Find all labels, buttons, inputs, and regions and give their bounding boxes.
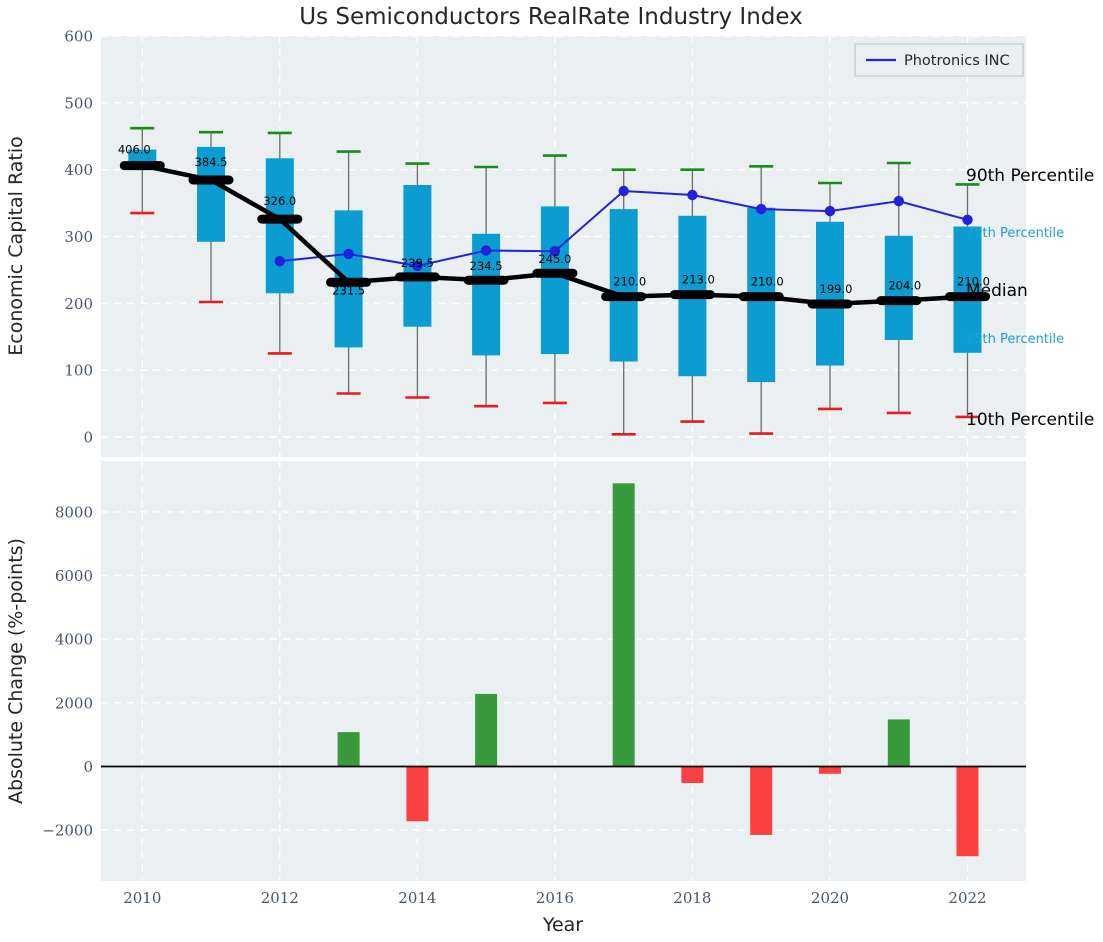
x-tick-label: 2022 — [948, 889, 986, 907]
y-tick-label: 400 — [64, 161, 93, 179]
change-bar — [475, 694, 497, 767]
median-value-label: 199.0 — [820, 282, 853, 296]
median-value-label: 384.5 — [195, 155, 228, 169]
y-tick-label: 100 — [64, 362, 93, 380]
y-tick-label: 2000 — [55, 694, 93, 712]
change-bar — [613, 483, 635, 766]
y-tick-label: 600 — [64, 28, 93, 46]
bottom-panel-background — [101, 461, 1026, 881]
top-panel-y-axis-label: Economic Capital Ratio — [5, 136, 27, 355]
company-data-point — [687, 190, 697, 200]
absolute-change-panel: −2000 0 2000 4000 6000 8000 2010 2012 2014 2016 2… — [5, 461, 1026, 936]
median-annotation-label: Median — [966, 281, 1028, 301]
change-bar — [681, 767, 703, 784]
company-data-point — [962, 215, 972, 225]
x-tick-label: 2012 — [261, 889, 299, 907]
bottom-panel-y-axis-label: Absolute Change (%-points) — [5, 538, 27, 804]
chart-title: Us Semiconductors RealRate Industry Inde… — [299, 4, 803, 30]
y-tick-label: 0 — [83, 429, 93, 447]
median-value-label: 239.5 — [401, 256, 434, 270]
median-value-label: 406.0 — [118, 143, 151, 157]
x-tick-label: 2018 — [673, 889, 711, 907]
company-data-point — [756, 204, 766, 214]
x-tick-label: 2020 — [811, 889, 849, 907]
x-tick-label: 2016 — [536, 889, 574, 907]
p25-annotation-label: 25th Percentile — [966, 332, 1064, 347]
chart-figure: Us Semiconductors RealRate Industry Inde… — [0, 0, 1103, 942]
change-bar — [750, 767, 772, 835]
p75-annotation-label: 75th Percentile — [966, 226, 1064, 241]
median-value-label: 231.5 — [332, 283, 365, 297]
company-data-point — [275, 256, 285, 266]
change-bar — [819, 767, 841, 774]
x-tick-label: 2010 — [123, 889, 161, 907]
company-data-point — [481, 245, 491, 255]
y-tick-label: −2000 — [42, 822, 93, 840]
y-tick-label: 300 — [64, 228, 93, 246]
percentile-box-panel: 406.0 384.5 326.0 231.5 239.5 234.5 245.0 210.0… — [5, 28, 1094, 458]
x-tick-label: 2014 — [398, 889, 436, 907]
change-bar — [888, 719, 910, 766]
p10-annotation-label: 10th Percentile — [966, 410, 1094, 430]
median-value-label: 204.0 — [888, 279, 921, 293]
y-tick-label: 4000 — [55, 631, 93, 649]
x-axis-label: Year — [542, 914, 583, 936]
y-tick-label: 8000 — [55, 503, 93, 521]
median-value-label: 234.5 — [470, 259, 503, 273]
company-data-point — [343, 249, 353, 259]
change-bar — [338, 732, 360, 766]
company-data-point — [825, 206, 835, 216]
company-data-point — [619, 186, 629, 196]
y-tick-label: 0 — [83, 758, 93, 776]
p90-annotation-label: 90th Percentile — [966, 166, 1094, 186]
median-value-label: 210.0 — [751, 275, 784, 289]
chart-legend[interactable]: Photronics INC — [855, 44, 1023, 76]
change-bar — [406, 767, 428, 822]
change-bar — [957, 767, 979, 857]
company-data-point — [894, 196, 904, 206]
median-value-label: 213.0 — [682, 273, 715, 287]
y-tick-label: 500 — [64, 94, 93, 112]
median-value-label: 326.0 — [263, 194, 296, 208]
y-tick-label: 200 — [64, 295, 93, 313]
iqr-box — [541, 206, 569, 354]
median-value-label: 245.0 — [538, 252, 571, 266]
median-value-label: 210.0 — [613, 275, 646, 289]
y-tick-label: 6000 — [55, 567, 93, 585]
chart-canvas: Us Semiconductors RealRate Industry Inde… — [0, 0, 1103, 942]
legend-entry-label: Photronics INC — [904, 53, 1010, 69]
